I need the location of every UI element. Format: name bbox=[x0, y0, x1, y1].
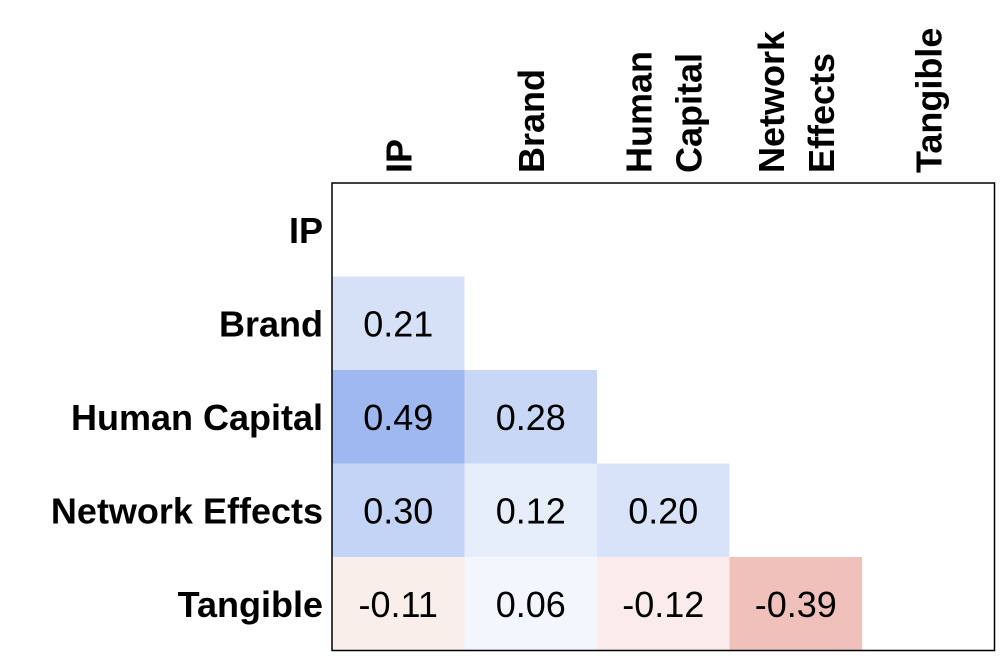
cell-value-label: 0.49 bbox=[363, 397, 433, 438]
heatmap-cells bbox=[332, 276, 862, 651]
heatmap-value-labels: 0.21 0.49 0.28 0.30 0.12 0.20 -0.11 0.06 -0.12 -0… bbox=[359, 303, 837, 625]
heatmap-cell bbox=[332, 557, 465, 651]
heatmap-cell bbox=[464, 463, 597, 557]
row-label: Brand bbox=[219, 303, 323, 344]
column-label-line: Network bbox=[751, 30, 792, 173]
row-labels: IP Brand Human Capital Network Effects Tangi… bbox=[51, 210, 323, 625]
column-label: Brand bbox=[511, 69, 552, 173]
cell-value-label: 0.20 bbox=[628, 490, 698, 531]
column-label-line: Capital bbox=[668, 53, 709, 173]
heatmap-cell bbox=[597, 557, 730, 651]
heatmap-cell bbox=[332, 463, 465, 557]
column-label: Human Capital bbox=[618, 51, 709, 173]
column-label-line: Brand bbox=[511, 69, 552, 173]
column-label: Tangible bbox=[908, 28, 949, 173]
heatmap-cell bbox=[332, 370, 465, 464]
heatmap-cell bbox=[332, 276, 465, 370]
heatmap-cell bbox=[464, 370, 597, 464]
column-label: IP bbox=[378, 139, 419, 173]
column-label: Network Effects bbox=[751, 30, 842, 173]
row-label: Network Effects bbox=[51, 490, 323, 531]
cell-value-label: -0.11 bbox=[359, 584, 438, 625]
cell-value-label: 0.30 bbox=[363, 490, 433, 531]
cell-value-label: 0.06 bbox=[496, 584, 566, 625]
cell-value-label: -0.39 bbox=[755, 584, 837, 625]
cell-value-label: -0.12 bbox=[622, 584, 704, 625]
heatmap-cell bbox=[597, 463, 730, 557]
column-label-line: Tangible bbox=[908, 28, 949, 173]
heatmap-cell bbox=[729, 557, 862, 651]
cell-value-label: 0.28 bbox=[496, 397, 566, 438]
heatmap-cell bbox=[464, 557, 597, 651]
cell-value-label: 0.21 bbox=[363, 303, 433, 344]
column-label-line: Effects bbox=[801, 53, 842, 173]
row-label: IP bbox=[289, 210, 323, 251]
column-labels: IP Brand Human Capital Network Effects Tangibl… bbox=[378, 28, 949, 173]
cell-value-label: 0.12 bbox=[496, 490, 566, 531]
row-label: Tangible bbox=[178, 584, 323, 625]
row-label: Human Capital bbox=[71, 397, 323, 438]
column-label-line: IP bbox=[378, 139, 419, 173]
column-label-line: Human bbox=[618, 51, 659, 173]
plot-frame bbox=[331, 182, 996, 652]
